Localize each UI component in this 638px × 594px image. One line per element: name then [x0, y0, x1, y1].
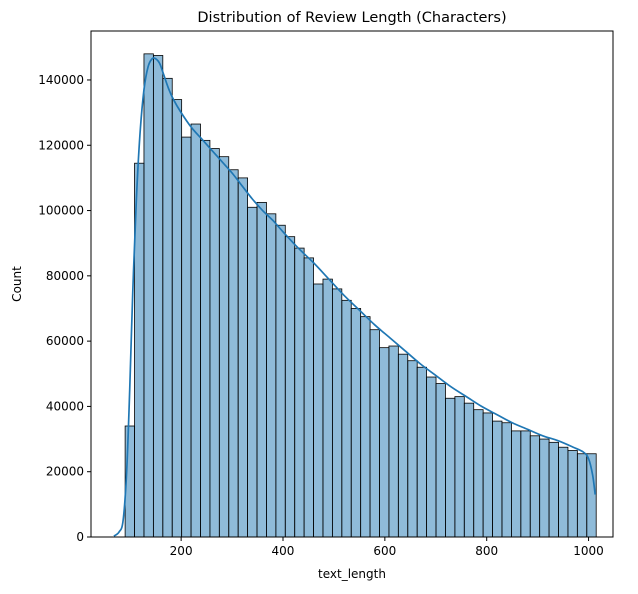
- y-tick-label: 140000: [38, 73, 84, 87]
- x-tick-label: 800: [475, 544, 498, 558]
- histogram-bar: [558, 446, 569, 538]
- plot-frame: [90, 30, 614, 538]
- histogram-bar: [294, 247, 305, 538]
- histogram-bar: [379, 347, 390, 538]
- x-tick-label: 1000: [573, 544, 604, 558]
- histogram-bar: [228, 169, 239, 538]
- histogram-bar: [482, 412, 493, 538]
- histogram-bar: [331, 288, 343, 538]
- histogram-bar: [548, 441, 559, 538]
- histogram-bar: [218, 156, 230, 538]
- histogram-bar: [454, 396, 465, 538]
- histogram-bar: [171, 99, 183, 538]
- y-tick-label: 40000: [46, 399, 84, 413]
- histogram-bar: [501, 422, 512, 538]
- histogram-bar: [303, 257, 314, 538]
- histogram-bar: [463, 402, 475, 538]
- histogram-bar: [445, 397, 456, 538]
- histogram-bar: [247, 206, 258, 538]
- histogram-bar: [322, 278, 333, 538]
- histogram-bar: [511, 430, 522, 538]
- histogram-bar: [407, 360, 418, 538]
- histogram-bar: [209, 148, 220, 538]
- histogram-bar: [397, 353, 409, 538]
- x-axis: 200 400 600 800 1000: [170, 537, 604, 558]
- histogram-bar: [341, 299, 352, 538]
- histogram-bar: [350, 308, 362, 538]
- histogram-bar: [162, 77, 173, 538]
- histogram-bar: [313, 283, 324, 538]
- histogram-bar: [256, 201, 267, 538]
- y-axis: 0 20000 40000 60000 80000 100000 120000 140000: [38, 73, 91, 544]
- histogram-bar: [275, 224, 286, 538]
- x-tick-label: 400: [272, 544, 295, 558]
- chart-title: Distribution of Review Length (Character…: [197, 10, 506, 26]
- histogram-bar: [237, 177, 249, 538]
- histogram-bar: [360, 316, 371, 538]
- histogram-bar: [266, 213, 277, 538]
- y-tick-label: 0: [76, 530, 84, 544]
- y-tick-label: 100000: [38, 204, 84, 218]
- histogram-bar: [539, 438, 550, 538]
- y-tick-label: 20000: [46, 465, 84, 479]
- histogram-bar: [200, 139, 211, 538]
- histogram-bar: [435, 383, 446, 538]
- x-axis-label: text_length: [318, 567, 386, 581]
- histogram-bar: [416, 366, 428, 538]
- histogram-bar: [143, 53, 154, 538]
- x-tick-label: 600: [373, 544, 396, 558]
- histogram-bar: [576, 453, 588, 538]
- histogram-bar: [152, 55, 164, 538]
- histogram-bar: [492, 420, 503, 538]
- kde-curve: [113, 57, 597, 537]
- histogram-bar: [473, 409, 484, 538]
- histogram-bar: [181, 136, 192, 538]
- histogram-bar: [520, 430, 531, 538]
- y-tick-label: 80000: [46, 269, 84, 283]
- histogram-bar: [426, 376, 437, 538]
- histogram-bar: [529, 435, 541, 538]
- y-tick-label: 120000: [38, 138, 84, 152]
- x-tick-label: 200: [170, 544, 193, 558]
- y-tick-label: 60000: [46, 334, 84, 348]
- y-axis-label: Count: [10, 266, 24, 302]
- histogram-bar: [284, 236, 296, 538]
- histogram-bar: [388, 345, 399, 538]
- histogram-bar: [369, 329, 380, 538]
- histogram-bar: [190, 123, 201, 538]
- histogram-bar: [567, 450, 578, 538]
